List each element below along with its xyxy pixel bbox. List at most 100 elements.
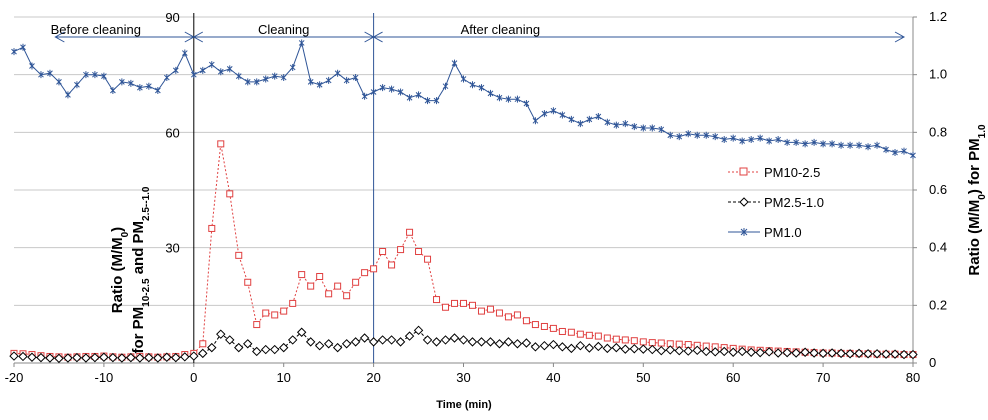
data-point (217, 68, 224, 76)
series-PM1.0 (11, 39, 916, 159)
data-point (728, 347, 738, 357)
data-point (881, 349, 891, 359)
y-left-tick-label: 90 (165, 10, 179, 25)
data-point (548, 339, 559, 350)
data-point (629, 344, 640, 354)
data-point (908, 349, 918, 360)
data-point (559, 111, 566, 119)
data-point (503, 337, 514, 347)
data-point (271, 311, 279, 319)
data-point (521, 338, 532, 348)
data-point (368, 337, 379, 347)
data-point (451, 299, 459, 307)
data-point (568, 115, 575, 123)
data-point (485, 337, 496, 347)
data-point (818, 348, 828, 359)
data-point (154, 87, 161, 95)
data-point (514, 95, 521, 103)
data-point (415, 91, 422, 99)
data-point (252, 346, 262, 357)
data-point (811, 138, 817, 146)
data-point (208, 224, 216, 232)
data-point (316, 273, 324, 280)
data-point (433, 296, 441, 304)
data-point (341, 339, 352, 349)
data-point (56, 78, 62, 86)
data-point (262, 75, 269, 83)
data-point (477, 307, 485, 315)
data-point (163, 74, 170, 82)
data-point (63, 353, 73, 363)
data-point (576, 330, 584, 338)
data-point (198, 348, 208, 359)
data-point (451, 59, 458, 67)
x-tick-label: 80 (906, 370, 920, 385)
data-point (766, 137, 773, 145)
data-point (712, 133, 719, 141)
data-point (253, 321, 261, 329)
data-point (504, 313, 512, 321)
data-point (217, 140, 225, 148)
legend: PM10-2.5 PM2.5-1.0 PM1.0 (728, 165, 824, 240)
data-point (226, 190, 234, 198)
x-tick-label: 40 (546, 370, 560, 385)
data-point (278, 342, 289, 353)
data-point (20, 43, 26, 51)
data-point (243, 339, 253, 349)
data-point (262, 309, 270, 317)
arrow-before-head-left (54, 31, 65, 43)
data-point (595, 112, 602, 120)
legend-marker-pm10 (739, 167, 748, 176)
data-point (181, 49, 188, 57)
data-point (757, 134, 764, 142)
data-point (531, 321, 539, 329)
data-point (207, 342, 217, 353)
data-point (487, 89, 494, 97)
data-point (99, 352, 109, 362)
data-point (119, 78, 125, 86)
data-point (566, 343, 577, 354)
data-point (685, 130, 692, 138)
data-point (739, 137, 746, 145)
data-point (45, 353, 55, 363)
data-point (773, 348, 783, 358)
data-point (640, 124, 647, 132)
data-point (648, 339, 656, 347)
data-point (442, 82, 449, 90)
y-right-tick-label: 0.6 (929, 182, 947, 197)
data-point (253, 78, 260, 86)
data-point (532, 117, 539, 125)
data-point (683, 346, 693, 356)
data-point (809, 348, 819, 358)
data-point (593, 341, 604, 352)
data-point (280, 74, 287, 82)
data-point (496, 94, 503, 102)
data-point (422, 335, 433, 345)
arrow-after-head-right (894, 31, 906, 43)
data-point (630, 337, 638, 345)
data-point (710, 347, 720, 357)
data-point (540, 322, 548, 330)
data-point (424, 255, 432, 263)
data-point (18, 351, 28, 362)
data-point (261, 344, 271, 355)
data-point (854, 348, 864, 359)
data-point (557, 342, 568, 352)
x-tick-label: 10 (276, 370, 290, 385)
data-point (494, 339, 505, 349)
data-point (558, 327, 566, 335)
data-point (621, 336, 629, 344)
data-point (486, 305, 494, 313)
data-point (577, 120, 584, 128)
data-point (379, 248, 387, 256)
y-left-tick-label: 30 (165, 241, 179, 256)
data-point (226, 65, 233, 73)
data-point (370, 265, 378, 273)
data-point (874, 141, 880, 149)
x-tick-label: 30 (456, 370, 470, 385)
data-point (350, 337, 361, 347)
data-point (406, 228, 414, 236)
data-point (782, 347, 792, 358)
annotation-cleaning: Cleaning (258, 22, 309, 37)
y-left-l2-sub2: 2.5--1.0 (141, 186, 152, 221)
